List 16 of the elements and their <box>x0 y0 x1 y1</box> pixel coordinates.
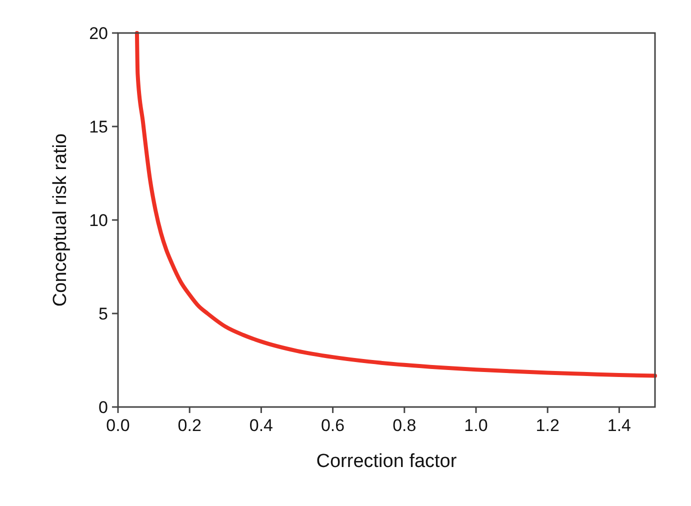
x-tick-label: 0.0 <box>106 416 130 435</box>
x-tick-label: 1.2 <box>536 416 560 435</box>
x-tick-label: 1.0 <box>464 416 488 435</box>
y-tick-label: 20 <box>89 24 108 43</box>
x-axis-title: Correction factor <box>316 451 458 472</box>
y-tick-label: 5 <box>98 304 108 324</box>
x-tick-label: 0.4 <box>249 416 274 435</box>
x-tick-label: 0.6 <box>320 416 345 435</box>
x-tick-label: 0.2 <box>178 416 202 435</box>
y-tick-label: 15 <box>89 118 108 136</box>
y-axis-title: Conceptual risk ratio <box>50 133 71 307</box>
y-tick-label: 10 <box>89 211 108 230</box>
y-tick-label: 0 <box>98 398 108 417</box>
x-tick-label: 0.8 <box>392 416 416 435</box>
line-series <box>134 31 657 378</box>
x-tick-label: 1.4 <box>607 416 632 435</box>
